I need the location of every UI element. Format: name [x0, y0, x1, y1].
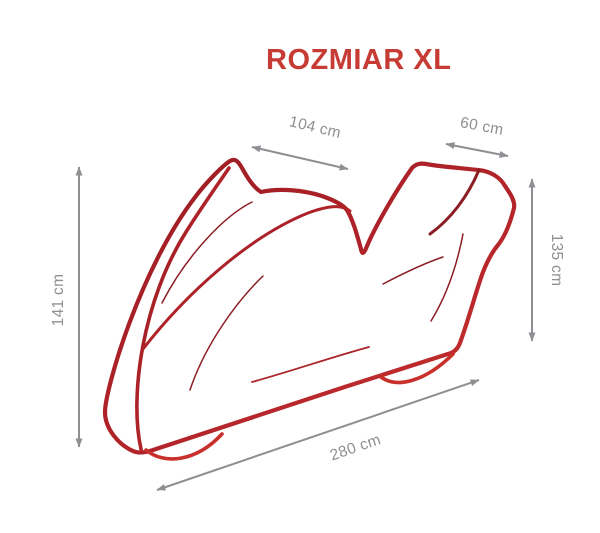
page-title: ROZMIAR XL [266, 44, 452, 76]
bottom-length-arrow [156, 379, 480, 491]
left-height-label: 141 cm [50, 274, 67, 327]
fold-line-middle-right [382, 256, 444, 285]
cover-drawing [102, 157, 517, 461]
fold-line-rear [430, 233, 464, 322]
fold-line-front-upper [161, 201, 253, 304]
top-left-width-arrow [251, 145, 349, 171]
fold-line-bottom-middle [251, 346, 370, 383]
fold-line-front-lower [189, 275, 264, 391]
top-right-width-label: 60 cm [459, 114, 505, 139]
dimension-right-height: 135 cm [528, 178, 565, 342]
dimension-top-right-width: 60 cm [445, 114, 509, 158]
bottom-length-label: 280 cm [328, 431, 383, 464]
top-left-width-label: 104 cm [287, 113, 342, 142]
cover-front-inner-edge [135, 166, 231, 451]
dimension-top-left-width: 104 cm [251, 113, 349, 171]
cover-body-fold [141, 205, 352, 351]
top-right-width-arrow [445, 142, 509, 158]
dimension-left-height: 141 cm [50, 166, 83, 448]
rear-wheel-arc [379, 352, 455, 385]
cover-outline-path [102, 157, 517, 455]
right-height-label: 135 cm [548, 234, 565, 287]
cover-rear-seam [428, 168, 481, 236]
